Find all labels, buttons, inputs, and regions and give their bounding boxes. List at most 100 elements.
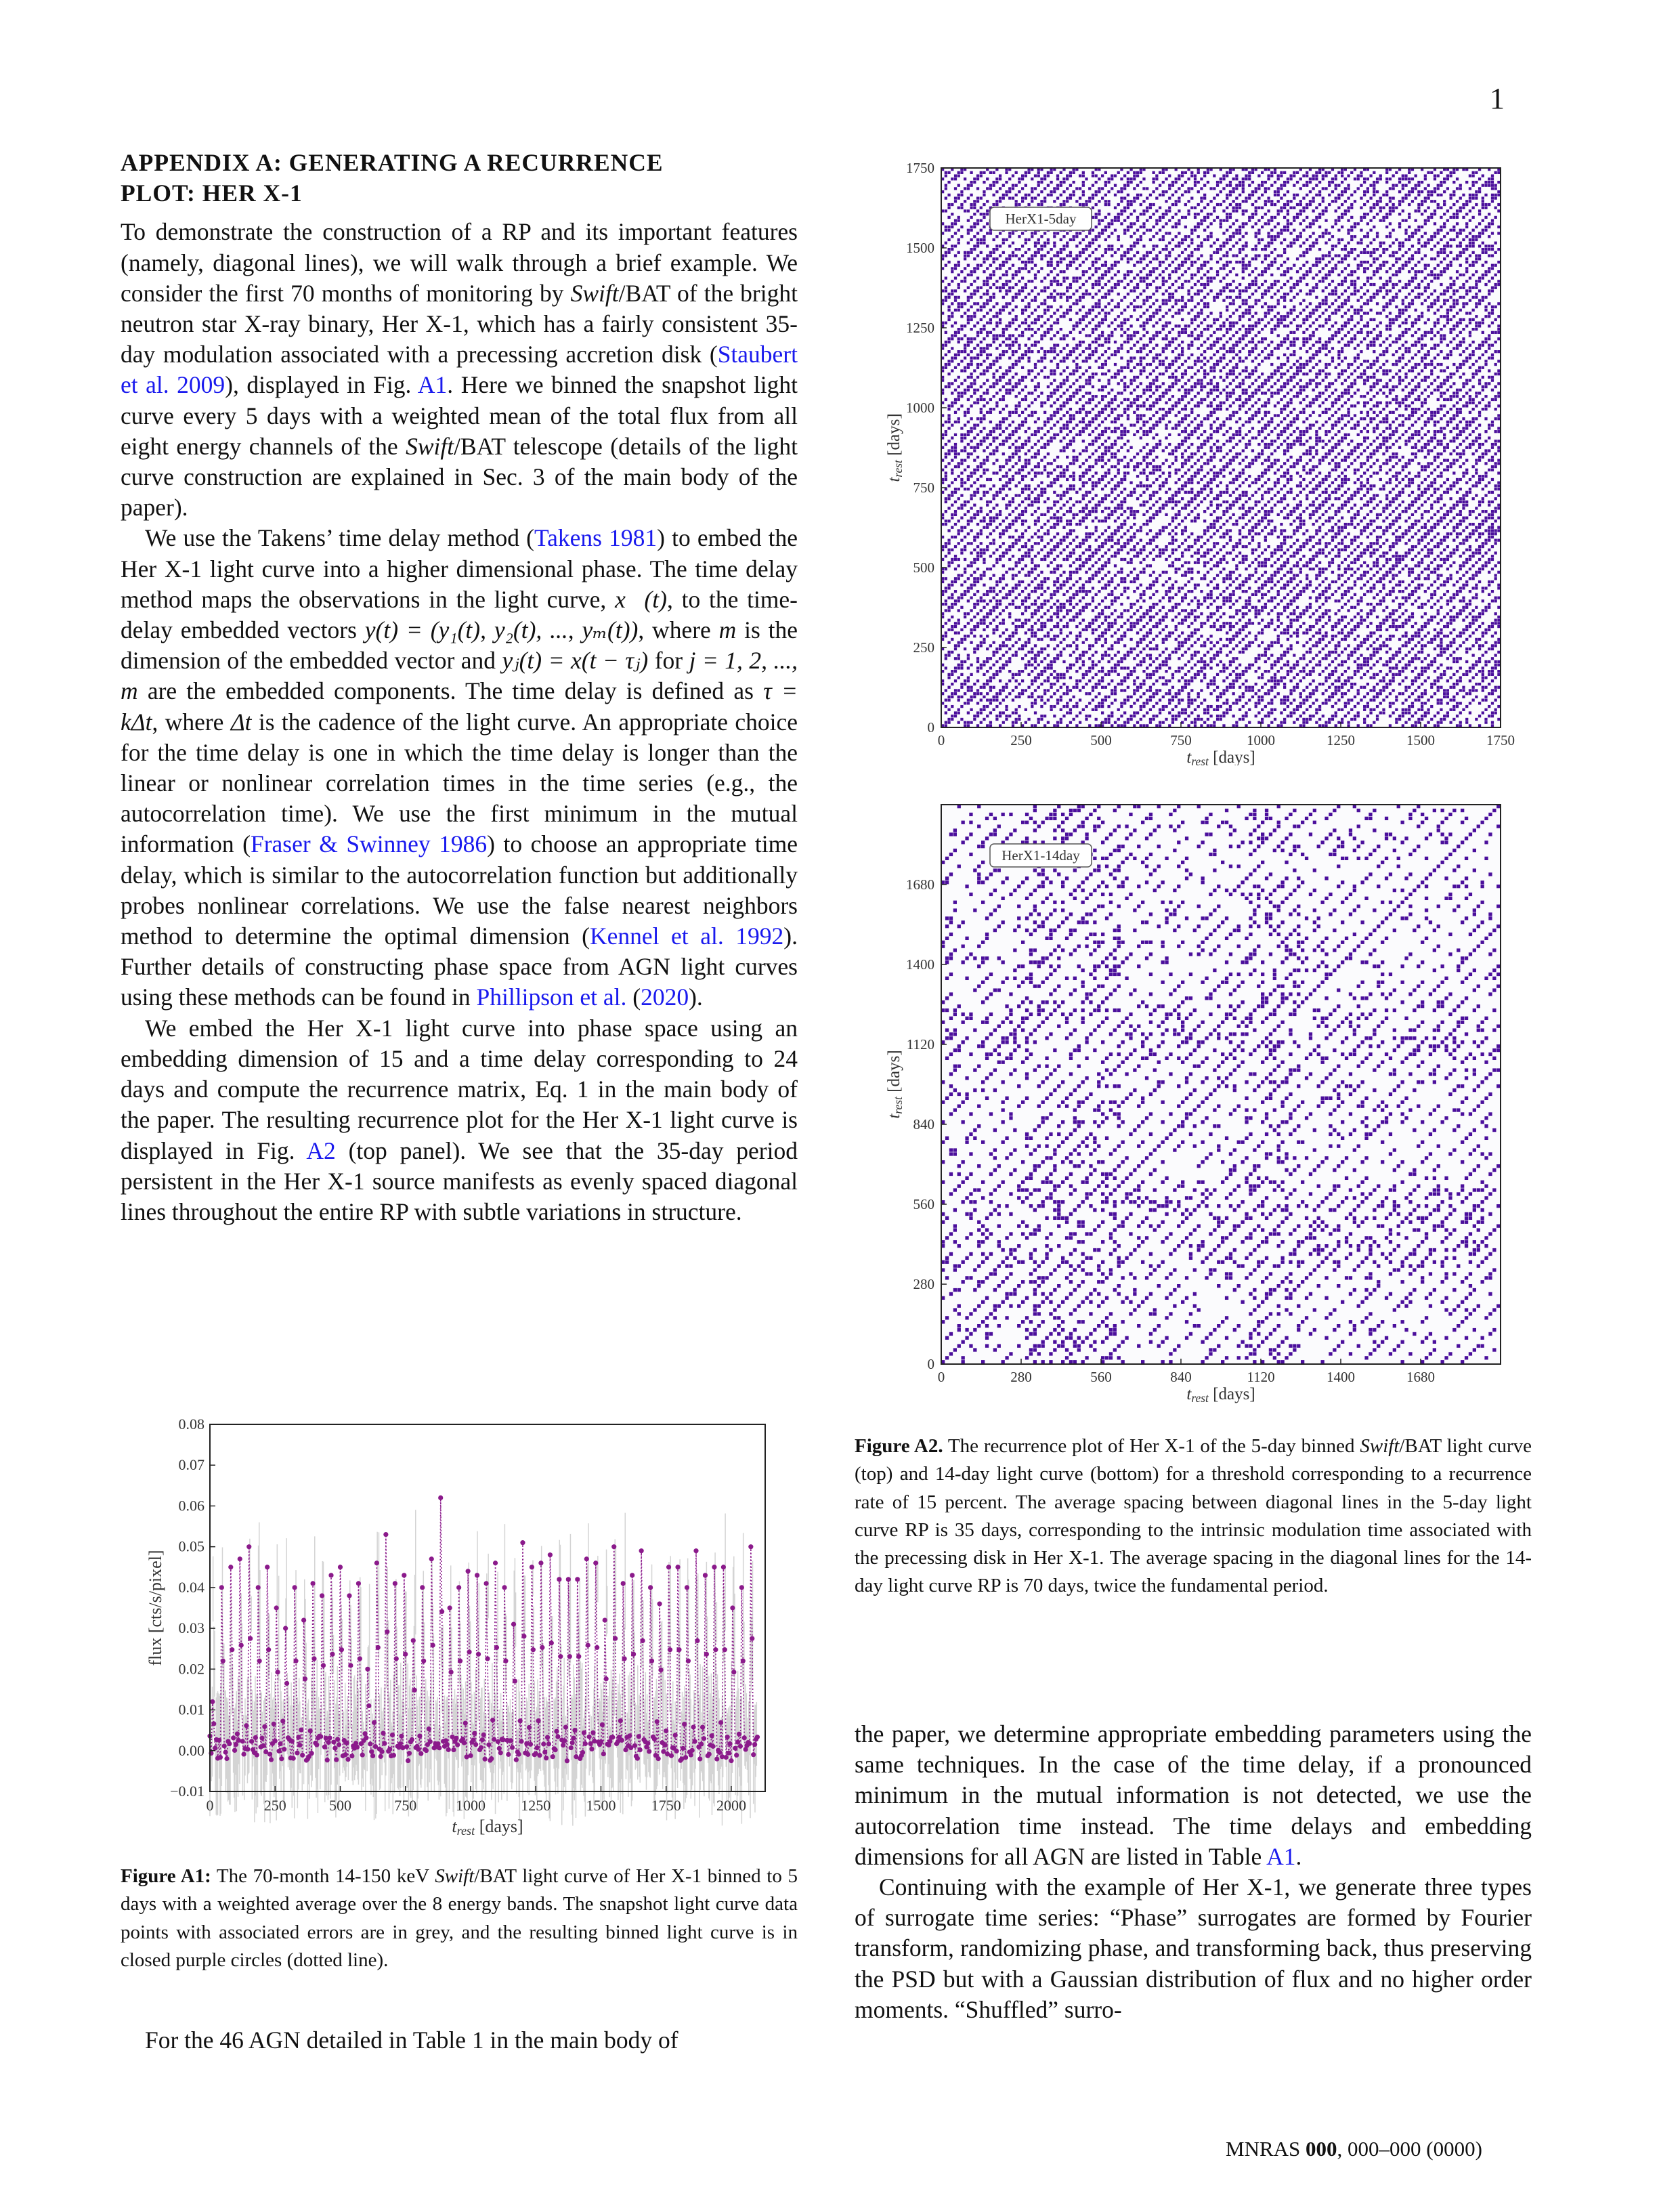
recurrence-cell <box>1037 382 1040 385</box>
recurrence-cell <box>976 557 980 561</box>
recurrence-cell <box>1005 717 1008 721</box>
recurrence-cell <box>1008 388 1012 391</box>
recurrence-cell <box>944 209 947 213</box>
recurrence-cell <box>1062 526 1066 529</box>
recurrence-cell <box>1078 318 1082 322</box>
recurrence-cell <box>1011 430 1015 433</box>
recurrence-cell <box>1053 245 1056 248</box>
binned-point <box>326 1739 331 1745</box>
citation-link[interactable]: Takens 1981 <box>534 524 658 552</box>
binned-point <box>692 1739 697 1744</box>
recurrence-cell <box>1094 302 1098 305</box>
recurrence-cell <box>973 225 976 229</box>
recurrence-cell <box>1014 618 1018 622</box>
recurrence-cell <box>947 171 951 174</box>
recurrence-cell <box>1094 174 1098 177</box>
recurrence-cell <box>1113 529 1117 532</box>
recurrence-cell <box>992 519 995 523</box>
recurrence-cell <box>1094 270 1098 274</box>
recurrence-cell <box>1031 663 1034 666</box>
recurrence-cell <box>979 519 983 523</box>
recurrence-cell <box>947 654 951 657</box>
recurrence-cell <box>947 721 951 724</box>
recurrence-cell <box>951 177 954 181</box>
recurrence-cell <box>1069 440 1073 443</box>
binned-point <box>272 1738 278 1744</box>
recurrence-cell <box>960 574 964 577</box>
recurrence-cell <box>1050 618 1053 622</box>
recurrence-cell <box>1111 545 1114 549</box>
recurrence-cell <box>1040 254 1043 257</box>
recurrence-cell <box>1059 698 1062 702</box>
recurrence-cell <box>1011 673 1015 677</box>
recurrence-cell <box>1027 391 1031 395</box>
recurrence-cell <box>1014 679 1018 683</box>
citation-link[interactable]: Phillipson et al. <box>476 983 627 1011</box>
recurrence-cell <box>983 190 986 194</box>
binned-point <box>246 1544 252 1550</box>
binned-point <box>567 1654 572 1659</box>
recurrence-cell <box>1088 577 1092 580</box>
recurrence-cell <box>1111 455 1114 459</box>
citation-link[interactable]: Kennel et al. 1992 <box>589 922 784 950</box>
recurrence-cell <box>1037 270 1040 274</box>
recurrence-cell <box>1037 583 1040 587</box>
recurrence-cell <box>1018 618 1021 622</box>
recurrence-cell <box>1053 660 1056 664</box>
math: j = 1, 2, ..., m <box>121 647 798 705</box>
figure-link[interactable]: A1 <box>417 371 448 399</box>
recurrence-cell <box>970 618 973 622</box>
recurrence-cell <box>1027 570 1031 574</box>
binned-point <box>658 1667 664 1673</box>
recurrence-cell <box>1104 362 1107 366</box>
recurrence-cell <box>964 682 967 686</box>
recurrence-cell <box>1062 468 1066 471</box>
citation-link[interactable]: Fraser & Swinney 1986 <box>250 830 488 858</box>
recurrence-cell <box>995 698 999 702</box>
recurrence-cell <box>953 599 957 603</box>
recurrence-cell <box>1021 602 1025 606</box>
recurrence-cell <box>953 331 957 334</box>
recurrence-cell <box>1014 462 1018 465</box>
recurrence-cell <box>1043 635 1047 638</box>
recurrence-cell <box>970 293 973 296</box>
figure-link[interactable]: A2 <box>306 1137 336 1164</box>
recurrence-cell <box>1094 440 1098 443</box>
figure-a1-chart: 0 250 500 750 1000 1250 1500 1750 2000−0.010.000… <box>146 1416 766 1838</box>
recurrence-cell <box>979 213 983 216</box>
recurrence-cell <box>957 308 960 312</box>
recurrence-cell <box>1001 353 1005 357</box>
recurrence-cell <box>1107 494 1111 497</box>
recurrence-cell <box>995 471 999 475</box>
recurrence-cell <box>986 624 989 629</box>
recurrence-cell <box>1094 673 1098 677</box>
recurrence-cell <box>1062 379 1066 382</box>
recurrence-cell <box>1072 462 1075 465</box>
recurrence-cell <box>1098 414 1101 417</box>
recurrence-cell <box>951 503 954 507</box>
recurrence-cell <box>1031 257 1034 261</box>
binned-point <box>370 1753 376 1759</box>
recurrence-cell <box>1111 267 1114 270</box>
recurrence-cell <box>1098 312 1101 315</box>
recurrence-cell <box>941 232 945 235</box>
recurrence-cell <box>992 462 995 465</box>
citation-link[interactable]: 2020 <box>641 983 689 1011</box>
recurrence-cell <box>1027 449 1031 452</box>
citation-link[interactable]: Staubert et al. 2009 <box>121 341 798 399</box>
recurrence-cell <box>964 177 967 181</box>
recurrence-cell <box>1081 542 1085 545</box>
recurrence-cell <box>1107 449 1111 452</box>
recurrence-cell <box>1088 500 1092 504</box>
recurrence-cell <box>1113 698 1117 702</box>
binned-point <box>236 1737 241 1743</box>
recurrence-cell <box>1081 564 1085 568</box>
recurrence-cell <box>1091 599 1095 603</box>
recurrence-cell <box>1005 459 1008 462</box>
recurrence-cell <box>998 321 1002 324</box>
recurrence-cell <box>1037 340 1040 344</box>
recurrence-cell <box>1107 622 1111 625</box>
recurrence-cell <box>1078 475 1082 478</box>
recurrence-cell <box>964 535 967 539</box>
recurrence-cell <box>1075 455 1079 459</box>
